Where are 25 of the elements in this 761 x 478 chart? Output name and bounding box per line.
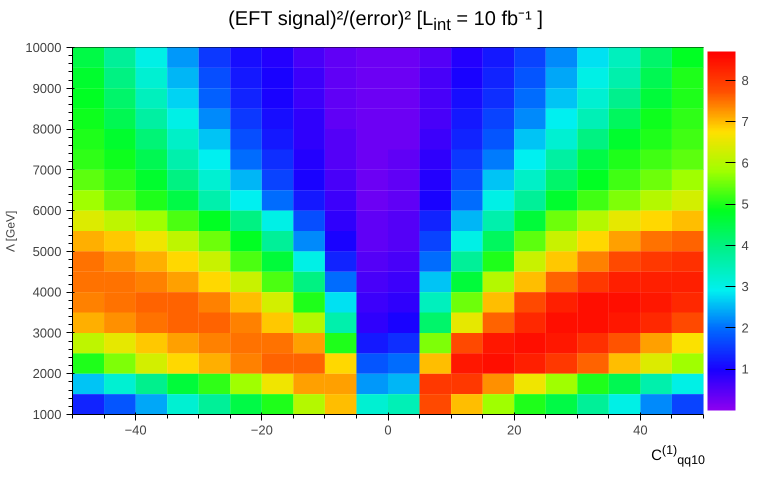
x-tick-label: 0	[384, 422, 392, 438]
color-bar-label: 2	[742, 320, 749, 336]
color-bar-label: 7	[742, 114, 749, 130]
color-bar-label: 6	[742, 155, 749, 170]
color-bar-label: 3	[742, 279, 749, 294]
color-bar-label: 1	[742, 362, 749, 377]
color-bar-label: 4	[742, 238, 749, 253]
x-tick-label: 20	[506, 422, 522, 438]
x-tick-label: 40	[633, 422, 648, 438]
y-tick-label: 6000	[32, 203, 62, 218]
y-tick-label: 4000	[32, 284, 62, 300]
x-tick-label: −40	[124, 422, 147, 438]
color-bar-label: 5	[742, 196, 749, 212]
y-tick-label: 2000	[32, 366, 62, 382]
x-tick-label: −20	[250, 422, 273, 438]
y-tick-label: 5000	[32, 244, 62, 259]
chart-title: (EFT signal)²/(error)² [L$_{int}$ = 10 fb⁻¹ ]	[227, 7, 544, 36]
y-tick-label: 10000	[25, 40, 62, 55]
y-tick-label: 9000	[32, 80, 62, 96]
y-axis-title: Λ [GeV]	[3, 210, 18, 252]
y-tick-label: 1000	[32, 407, 62, 422]
y-tick-label: 3000	[32, 325, 62, 340]
y-tick-label: 8000	[32, 122, 62, 137]
color-bar-label: 8	[742, 72, 749, 88]
y-tick-label: 7000	[32, 162, 62, 178]
